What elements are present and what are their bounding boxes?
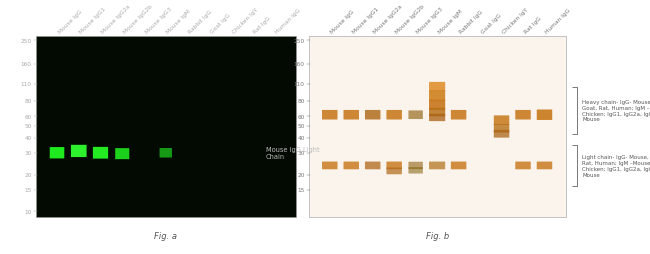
FancyBboxPatch shape <box>494 130 510 138</box>
Text: Goat IgG: Goat IgG <box>209 13 231 35</box>
Text: Rabbit IgG: Rabbit IgG <box>459 10 484 35</box>
Text: Mouse IgG Light
Chain: Mouse IgG Light Chain <box>266 147 320 160</box>
Text: Chicken IgY: Chicken IgY <box>231 8 259 35</box>
Text: 250: 250 <box>294 38 305 43</box>
FancyBboxPatch shape <box>322 110 337 120</box>
Text: Mouse IgG: Mouse IgG <box>330 10 356 35</box>
FancyBboxPatch shape <box>494 124 510 133</box>
Text: Mouse IgG2a: Mouse IgG2a <box>372 5 404 35</box>
FancyBboxPatch shape <box>387 110 402 120</box>
Text: Mouse IgG: Mouse IgG <box>57 10 83 35</box>
FancyBboxPatch shape <box>494 116 510 125</box>
Text: Mouse IgG3: Mouse IgG3 <box>144 7 172 35</box>
Text: Fig. a: Fig. a <box>154 231 177 240</box>
Text: Mouse IgG2a: Mouse IgG2a <box>101 5 131 35</box>
Text: 80: 80 <box>24 99 32 104</box>
Text: Rabbit IgG: Rabbit IgG <box>187 10 213 35</box>
FancyBboxPatch shape <box>115 149 129 160</box>
Text: 10: 10 <box>25 209 32 214</box>
Text: Mouse IgM: Mouse IgM <box>166 9 192 35</box>
FancyBboxPatch shape <box>387 168 402 174</box>
Text: Rat IgG: Rat IgG <box>523 16 542 35</box>
FancyBboxPatch shape <box>429 114 445 122</box>
Text: 20: 20 <box>297 172 305 177</box>
Text: Mouse IgG3: Mouse IgG3 <box>415 7 444 35</box>
Text: 30: 30 <box>297 151 305 156</box>
FancyBboxPatch shape <box>537 162 552 170</box>
FancyBboxPatch shape <box>50 148 64 159</box>
Text: Mouse IgM: Mouse IgM <box>437 9 463 35</box>
Text: 60: 60 <box>25 114 32 119</box>
FancyBboxPatch shape <box>429 91 445 102</box>
FancyBboxPatch shape <box>429 83 445 92</box>
Text: 160: 160 <box>21 62 32 67</box>
Bar <box>36 37 296 217</box>
Text: Fig. b: Fig. b <box>426 231 448 240</box>
FancyBboxPatch shape <box>451 162 466 170</box>
FancyBboxPatch shape <box>343 110 359 120</box>
Text: 60: 60 <box>298 114 305 119</box>
Text: Human IgG: Human IgG <box>274 8 302 35</box>
FancyBboxPatch shape <box>537 110 552 120</box>
Text: 20: 20 <box>24 172 32 177</box>
FancyBboxPatch shape <box>365 162 380 170</box>
Text: Mouse IgG2b: Mouse IgG2b <box>394 4 425 35</box>
FancyBboxPatch shape <box>387 162 402 170</box>
Text: 30: 30 <box>24 151 32 156</box>
Text: Human IgG: Human IgG <box>545 8 571 35</box>
FancyBboxPatch shape <box>71 145 86 157</box>
Text: 40: 40 <box>297 136 305 140</box>
Text: Light chain- IgG- Mouse, Rabbit, Goat,
Rat, Human; IgM –Mouse; IgY-
Chicken; IgG: Light chain- IgG- Mouse, Rabbit, Goat, R… <box>582 155 650 177</box>
FancyBboxPatch shape <box>343 162 359 170</box>
FancyBboxPatch shape <box>515 110 531 120</box>
Text: 50: 50 <box>297 124 305 129</box>
Text: 110: 110 <box>21 82 32 87</box>
Text: 15: 15 <box>25 188 32 193</box>
Text: 15: 15 <box>298 188 305 193</box>
Text: Mouse IgG1: Mouse IgG1 <box>79 7 107 35</box>
Text: Mouse IgG2b: Mouse IgG2b <box>122 4 153 35</box>
Text: Heavy chain- IgG- Mouse, Rabbit,
Goat, Rat, Human; IgM –Mouse; IgY-
Chicken; IgG: Heavy chain- IgG- Mouse, Rabbit, Goat, R… <box>582 100 650 122</box>
FancyBboxPatch shape <box>408 162 423 169</box>
FancyBboxPatch shape <box>408 167 423 174</box>
Text: 250: 250 <box>21 38 32 43</box>
Text: 50: 50 <box>24 124 32 129</box>
Text: Goat IgG: Goat IgG <box>480 13 502 35</box>
FancyBboxPatch shape <box>429 108 445 117</box>
FancyBboxPatch shape <box>408 111 423 120</box>
FancyBboxPatch shape <box>429 162 445 170</box>
FancyBboxPatch shape <box>515 162 531 170</box>
Text: 80: 80 <box>297 99 305 104</box>
Text: Rat IgG: Rat IgG <box>253 16 272 35</box>
FancyBboxPatch shape <box>429 100 445 110</box>
FancyBboxPatch shape <box>160 148 172 158</box>
FancyBboxPatch shape <box>322 162 337 170</box>
FancyBboxPatch shape <box>365 110 380 120</box>
Text: Chicken IgY: Chicken IgY <box>502 8 529 35</box>
Text: Mouse IgG1: Mouse IgG1 <box>351 7 380 35</box>
Text: 160: 160 <box>294 62 305 67</box>
Text: 40: 40 <box>24 136 32 140</box>
FancyBboxPatch shape <box>93 147 108 159</box>
Text: 110: 110 <box>294 82 305 87</box>
Bar <box>309 37 566 217</box>
FancyBboxPatch shape <box>451 110 466 120</box>
